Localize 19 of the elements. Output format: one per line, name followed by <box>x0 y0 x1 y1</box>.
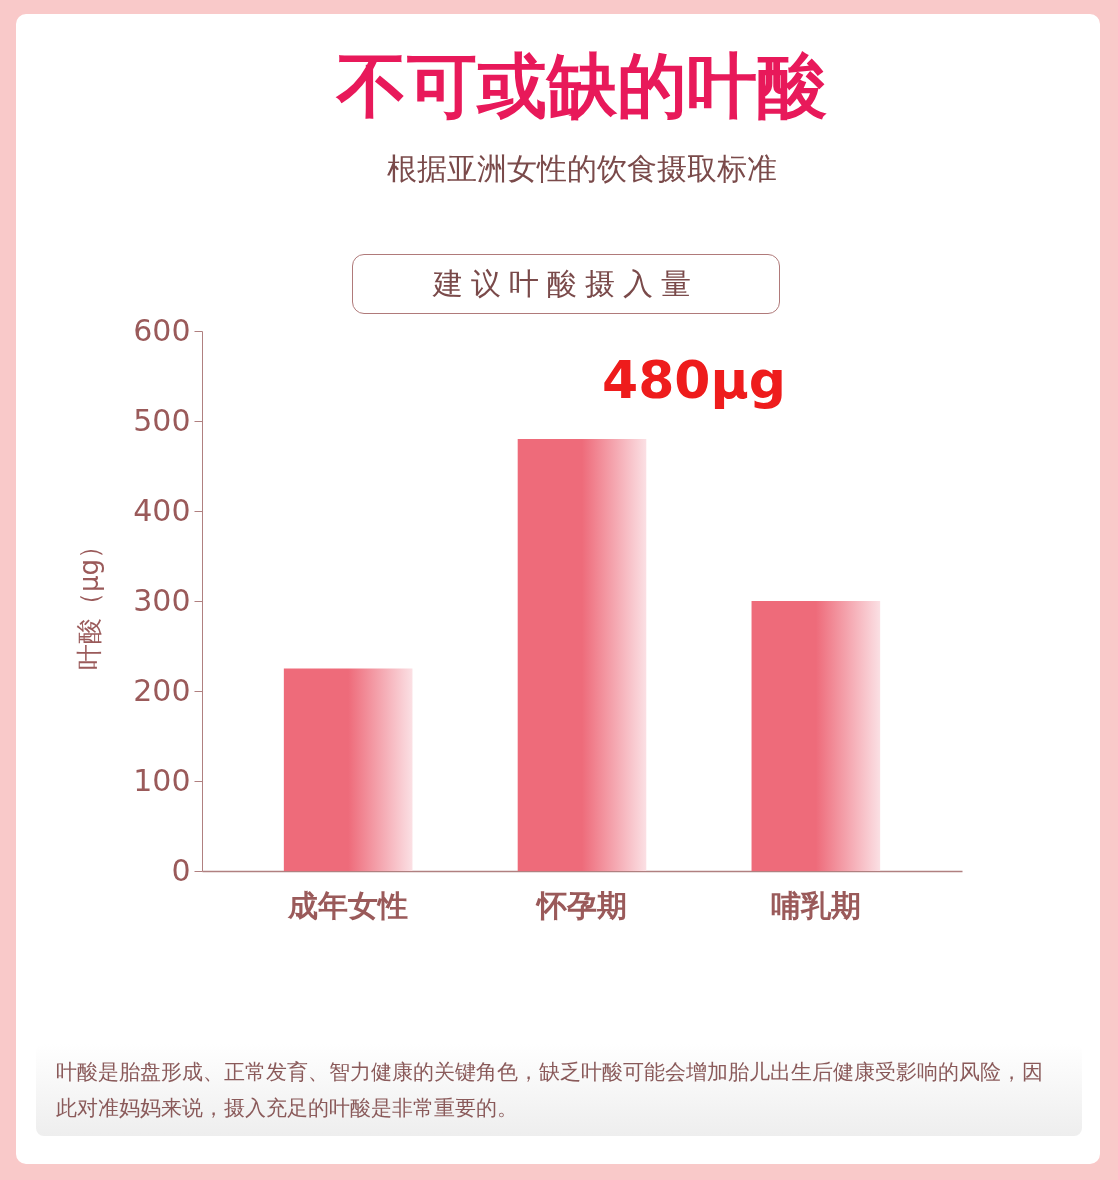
y-tick-label: 100 <box>133 762 191 798</box>
bar <box>283 668 413 871</box>
x-tick-label: 哺乳期 <box>770 887 861 923</box>
text: 建议叶酸摄入量 <box>352 254 780 314</box>
chart-subtitle: 根据亚洲女性的饮食摄取标准 <box>387 151 777 186</box>
y-tick-label: 200 <box>133 672 191 708</box>
y-tick-label: 0 <box>171 852 191 888</box>
y-tick-label: 300 <box>133 582 191 618</box>
y-tick-label: 400 <box>133 492 191 528</box>
y-tick-label: 500 <box>133 402 191 438</box>
y-tick-label: 600 <box>133 312 191 348</box>
bar <box>751 601 881 871</box>
text: 叶酸是胎盘形成、正常发育、智力健康的关键角色，缺乏叶酸可能会增加胎儿出生后健康受影响的风险，因此对准妈妈来说，摄入充足的叶酸是非常重要的。 <box>36 1044 1082 1136</box>
y-axis-title: 叶酸（μg） <box>74 532 105 671</box>
bar <box>517 439 647 871</box>
chart-title: 不可或缺的叶酸 <box>335 45 827 127</box>
x-tick-label: 怀孕期 <box>535 887 627 923</box>
annotation: 480μg <box>602 350 787 410</box>
x-tick-label: 成年女性 <box>287 887 409 923</box>
